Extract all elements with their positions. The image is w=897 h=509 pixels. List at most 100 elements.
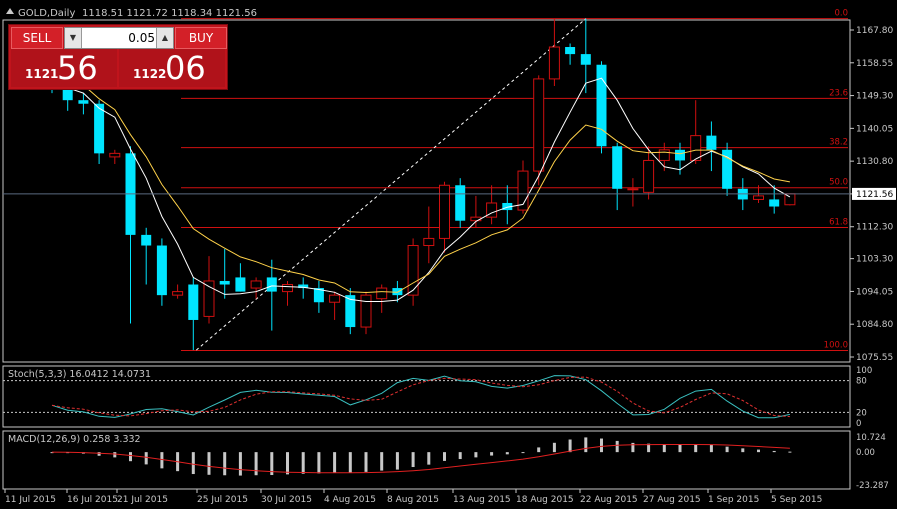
- macd-bar: [50, 452, 54, 454]
- candle-body: [109, 152, 121, 158]
- candle-body: [753, 195, 764, 200]
- price-tick-label: 1121.56: [856, 190, 893, 200]
- time-tick-label: 4 Aug 2015: [324, 495, 376, 505]
- candle-body: [486, 202, 498, 218]
- candle: [235, 263, 246, 292]
- macd-bar: [301, 452, 305, 474]
- buy-price-small: 1122: [133, 67, 167, 81]
- trendline[interactable]: [195, 18, 587, 351]
- fib-level-label: 100.0: [824, 340, 848, 350]
- macd-bar: [427, 452, 431, 465]
- macd-bar: [568, 439, 572, 453]
- macd-bar: [647, 443, 651, 453]
- buy-button[interactable]: BUY: [175, 27, 227, 49]
- ma-fast-line: [51, 75, 791, 302]
- candle-body: [219, 280, 230, 285]
- candle: [329, 291, 341, 320]
- macd-bar: [552, 442, 556, 453]
- candle-body: [502, 202, 513, 211]
- candle: [360, 291, 372, 335]
- macd-bar: [395, 452, 399, 470]
- stoch-signal-line: [51, 376, 790, 418]
- time-tick-label: 16 Jul 2015: [67, 495, 118, 505]
- candle-body: [596, 64, 607, 147]
- candle: [203, 256, 215, 324]
- macd-bar: [584, 437, 588, 453]
- time-tick-label: 11 Jul 2015: [5, 495, 56, 505]
- candle: [580, 18, 591, 94]
- macd-bar: [144, 452, 148, 465]
- lot-decrease-icon[interactable]: ▼: [65, 28, 82, 48]
- macd-bar: [223, 452, 227, 476]
- candle-body: [706, 135, 717, 150]
- candle: [376, 284, 388, 313]
- candle: [266, 259, 277, 331]
- sell-price-button[interactable]: 1121 56: [11, 49, 117, 87]
- candle-body: [360, 294, 372, 328]
- candle: [219, 249, 230, 299]
- macd-bar: [757, 449, 760, 453]
- candle-body: [188, 284, 199, 320]
- stoch-level-label: 100: [856, 366, 872, 376]
- candle-body: [470, 216, 482, 222]
- time-axis: 11 Jul 2015 16 Jul 2015 21 Jul 2015 25 Jul …: [4, 489, 822, 505]
- fibonacci-retracement[interactable]: 0.0 23.6 38.2 50.0 61.8 100.0: [181, 9, 848, 351]
- macd-bar: [709, 445, 713, 453]
- lot-increase-icon[interactable]: ▲: [156, 28, 173, 48]
- price-axis: 1167.80 1158.55 1149.30 1140.05 1130.80 1121.…: [3, 26, 896, 363]
- macd-bar: [537, 447, 541, 453]
- price-tick-label: 1075.55: [856, 353, 893, 363]
- ma-slow-line: [51, 74, 790, 294]
- panel-frames: [2, 19, 851, 490]
- macd-bar: [207, 452, 211, 475]
- stoch-level-label: 80: [856, 377, 867, 387]
- candle-body: [643, 159, 655, 193]
- candle: [78, 93, 89, 115]
- candle-body: [675, 149, 685, 161]
- macd-bar: [694, 444, 698, 453]
- candle-body: [266, 277, 277, 292]
- candle: [313, 280, 324, 313]
- lot-size-stepper[interactable]: ▼ 0.05 ▲: [64, 27, 174, 49]
- macd-bar: [600, 438, 603, 453]
- macd-bar: [364, 452, 368, 472]
- macd-panel: 10.724 0.00 -23.287: [50, 433, 889, 491]
- candle-body: [376, 287, 388, 300]
- candle: [250, 277, 262, 299]
- macd-bar: [317, 452, 321, 474]
- chart-header: GOLD,Daily 1118.51 1121.72 1118.34 1121.…: [6, 8, 257, 19]
- candle-body: [517, 170, 529, 211]
- price-tick-label: 1167.80: [856, 26, 893, 36]
- fib-level-label: 38.2: [829, 138, 848, 148]
- time-tick-label: 5 Sep 2015: [771, 495, 822, 505]
- price-tick-label: 1130.80: [856, 157, 893, 167]
- stoch-label: Stoch(5,3,3) 16.0412 14.0731: [8, 369, 151, 380]
- candle-body: [548, 46, 560, 80]
- candle: [455, 178, 466, 228]
- candle-body: [392, 288, 403, 296]
- time-tick-label: 8 Aug 2015: [387, 495, 439, 505]
- stoch-level-label: 0: [856, 419, 861, 429]
- macd-level-label: 0.00: [856, 448, 875, 458]
- fib-level-label: 0.0: [834, 9, 848, 19]
- lot-size-input[interactable]: 0.05: [128, 31, 155, 45]
- macd-bar: [129, 452, 132, 462]
- buy-price-button[interactable]: 1122 06: [119, 49, 225, 87]
- candle-body: [235, 277, 246, 292]
- macd-level-label: -23.287: [856, 481, 889, 491]
- candle: [722, 142, 733, 196]
- sell-price-small: 1121: [25, 67, 59, 81]
- macd-bar: [521, 452, 525, 454]
- candle-body: [439, 184, 450, 239]
- macd-level-label: 10.724: [856, 433, 886, 443]
- sell-button[interactable]: SELL: [11, 27, 63, 49]
- macd-bar: [97, 452, 101, 456]
- candle: [596, 61, 607, 154]
- macd-bar: [772, 450, 776, 453]
- price-tick-label: 1149.30: [856, 92, 893, 102]
- candle: [502, 185, 513, 225]
- candle-body: [565, 47, 576, 55]
- candle-body: [455, 185, 466, 221]
- candle: [706, 121, 717, 172]
